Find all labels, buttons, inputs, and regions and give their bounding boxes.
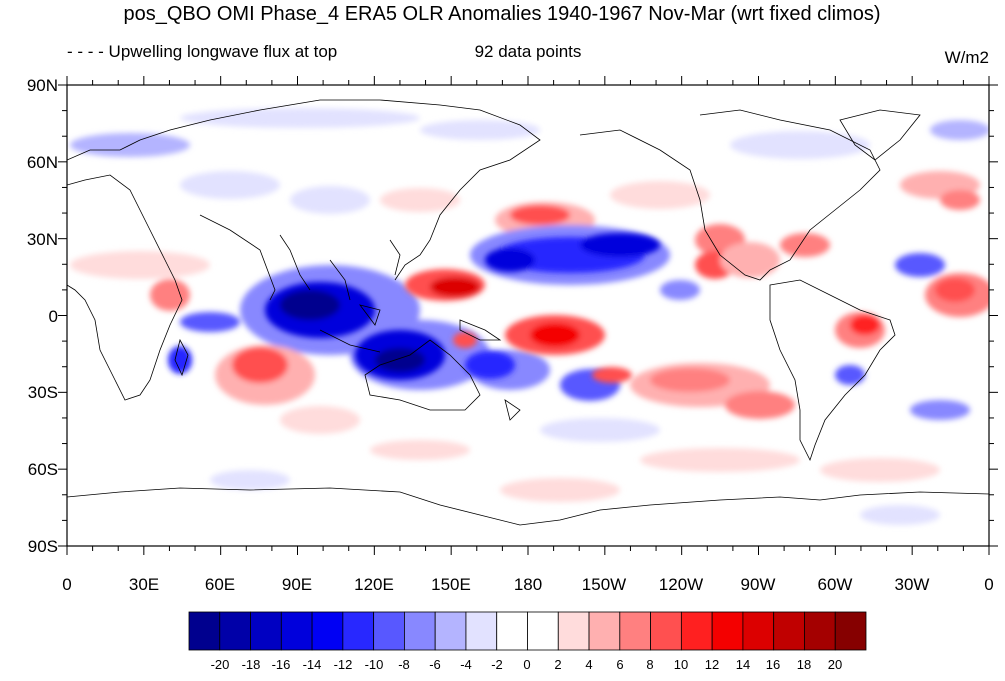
colorbar-label: -8 <box>398 657 410 672</box>
colorbar-swatch <box>527 611 559 651</box>
colorbar-label: 16 <box>766 657 780 672</box>
lon-label-90w: 90W <box>741 575 776 594</box>
lat-labels: 90N 60N 30N 0 30S 60S 90S <box>27 76 58 556</box>
lon-label-150w: 150W <box>582 575 626 594</box>
figure-title: pos_QBO OMI Phase_4 ERA5 OLR Anomalies 1… <box>124 3 881 25</box>
colorbar-label: 14 <box>736 657 750 672</box>
colorbar-swatch <box>496 611 528 651</box>
lon-label-150e: 150E <box>431 575 471 594</box>
colorbar-label: 18 <box>797 657 811 672</box>
lon-label-0-right: 0 <box>984 575 993 594</box>
units-label: W/m2 <box>945 48 989 67</box>
lat-label-90s: 90S <box>28 537 58 556</box>
colorbar-swatch <box>619 611 651 651</box>
colorbar-swatch <box>311 611 344 651</box>
left-subtitle: - - - - Upwelling longwave flux at top <box>67 42 337 61</box>
colorbar-label: -2 <box>491 657 503 672</box>
map-ticks <box>58 76 998 555</box>
colorbar-label: -4 <box>460 657 472 672</box>
colorbar-swatch <box>465 611 498 651</box>
colorbar-label: 0 <box>523 657 530 672</box>
lon-label-120e: 120E <box>354 575 394 594</box>
colorbar-swatch <box>773 611 805 651</box>
colorbar-label: 12 <box>705 657 719 672</box>
lon-label-120w: 120W <box>659 575 703 594</box>
map-panel <box>67 85 989 546</box>
lon-label-30w: 30W <box>895 575 930 594</box>
colorbar-swatch <box>342 611 375 651</box>
lat-label-60n: 60N <box>27 153 58 172</box>
colorbar-swatch <box>711 611 744 651</box>
colorbar-label: -14 <box>303 657 322 672</box>
colorbar-swatch <box>557 611 590 651</box>
colorbar-swatch <box>404 611 436 651</box>
colorbar-label: 6 <box>616 657 623 672</box>
colorbar-swatch <box>742 611 775 651</box>
colorbar-label: -6 <box>429 657 441 672</box>
colorbar-swatch <box>680 611 713 651</box>
colorbar-swatch <box>373 611 405 651</box>
colorbar <box>188 611 867 651</box>
colorbar-swatch <box>188 611 221 651</box>
colorbar-swatch <box>280 611 313 651</box>
colorbar-label: -20 <box>211 657 230 672</box>
lon-label-60w: 60W <box>818 575 853 594</box>
lat-label-0: 0 <box>49 307 58 326</box>
lon-label-180: 180 <box>514 575 542 594</box>
colorbar-label: -18 <box>242 657 261 672</box>
lat-label-60s: 60S <box>28 460 58 479</box>
colorbar-label: -10 <box>365 657 384 672</box>
colorbar-swatch <box>434 611 467 651</box>
coastlines <box>67 99 989 526</box>
colorbar-label: -12 <box>334 657 353 672</box>
colorbar-label: 20 <box>828 657 842 672</box>
colorbar-labels: -20 -18 -16 -14 -12 -10 -8 -6 -4 -2 0 2 … <box>211 657 843 672</box>
lat-label-30n: 30N <box>27 230 58 249</box>
lat-label-30s: 30S <box>28 383 58 402</box>
lon-label-90e: 90E <box>282 575 312 594</box>
lon-label-0-left: 0 <box>62 575 71 594</box>
lon-label-30e: 30E <box>129 575 159 594</box>
colorbar-swatch <box>219 611 251 651</box>
colorbar-label: -16 <box>272 657 291 672</box>
lon-labels: 0 30E 60E 90E 120E 150E 180 150W 120W 90… <box>62 575 993 594</box>
colorbar-swatch <box>834 611 867 651</box>
anomaly-fill <box>70 108 989 525</box>
anomaly-cores <box>265 233 660 383</box>
colorbar-label: 2 <box>554 657 561 672</box>
colorbar-label: 10 <box>674 657 688 672</box>
colorbar-swatch <box>250 611 282 651</box>
colorbar-swatch <box>588 611 621 651</box>
colorbar-label: 4 <box>585 657 592 672</box>
center-subtitle: 92 data points <box>475 42 582 61</box>
colorbar-swatch <box>804 611 836 651</box>
colorbar-label: 8 <box>646 657 653 672</box>
colorbar-swatch <box>650 611 682 651</box>
lon-label-60e: 60E <box>205 575 235 594</box>
lat-label-90n: 90N <box>27 76 58 95</box>
